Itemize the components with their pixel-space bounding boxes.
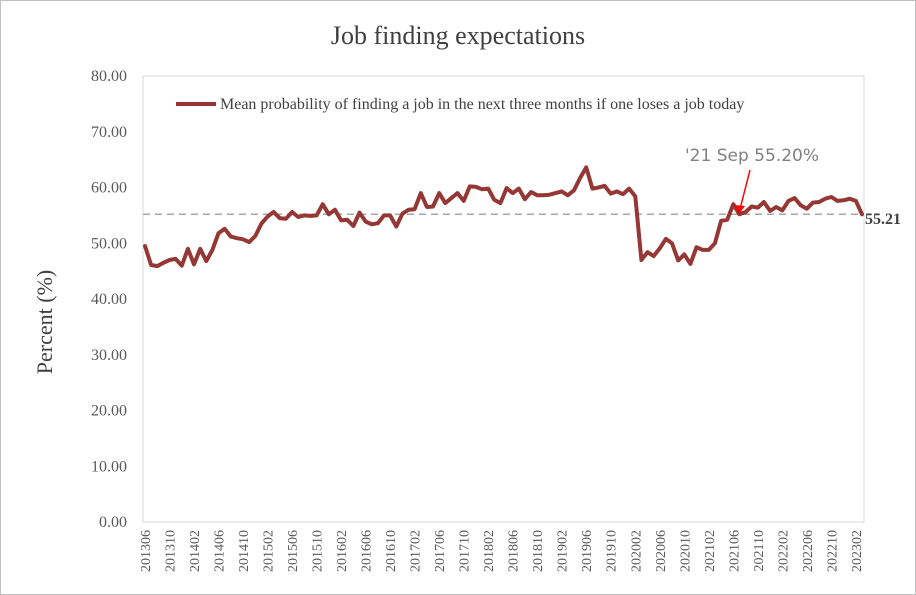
y-tick-label: 30.00: [91, 347, 127, 364]
x-tick-label: 201610: [384, 530, 399, 572]
x-tick-label: 201402: [188, 530, 203, 572]
y-tick-label: 80.00: [91, 68, 127, 85]
annotation-text: '21 Sep 55.20%: [685, 146, 819, 166]
x-tick-label: 201906: [580, 530, 595, 572]
x-tick-label: 201506: [286, 530, 301, 572]
x-tick-label: 201806: [507, 530, 522, 572]
x-tick-label: 202106: [727, 530, 742, 572]
x-tick-label: 201310: [164, 530, 179, 572]
x-tick-label: 201910: [605, 530, 620, 572]
x-tick-label: 201706: [433, 530, 448, 572]
y-tick-label: 0.00: [99, 514, 127, 531]
y-tick-label: 70.00: [91, 124, 127, 141]
x-tick-label: 202302: [850, 530, 865, 572]
x-tick-label: 202202: [776, 530, 791, 572]
x-tick-label: 202110: [752, 530, 767, 571]
x-tick-label: 201510: [311, 530, 326, 572]
x-tick-label: 201602: [335, 530, 350, 572]
annotation-arrow: [739, 169, 751, 210]
x-tick-label: 201702: [409, 530, 424, 572]
y-tick-labels: 0.00 10.00 20.00 30.00 40.00 50.00 60.00 70.00 8…: [91, 68, 127, 531]
x-tick-label: 202210: [825, 530, 840, 572]
x-tick-label: 202102: [703, 530, 718, 572]
x-tick-label: 202006: [654, 530, 669, 572]
y-axis-label: Percent (%): [32, 270, 57, 374]
x-tick-label: 202010: [678, 530, 693, 572]
chart-title: Job finding expectations: [331, 21, 585, 50]
x-tick-label: 201410: [237, 530, 252, 572]
plot-area: [142, 75, 865, 523]
x-tick-label: 201710: [458, 530, 473, 572]
y-tick-label: 50.00: [91, 235, 127, 252]
y-tick-label: 60.00: [91, 180, 127, 197]
y-tick-label: 10.00: [91, 458, 127, 475]
x-tick-label: 201502: [262, 530, 277, 572]
x-tick-label: 202206: [801, 530, 816, 572]
x-tick-label: 201406: [213, 530, 228, 572]
legend-label: Mean probability of finding a job in the…: [220, 96, 744, 113]
series-line: [143, 165, 864, 269]
annotation-arrowhead: [734, 205, 745, 214]
reference-line-label: 55.21: [865, 211, 901, 228]
y-tick-label: 20.00: [91, 403, 127, 420]
x-tick-label: 201810: [531, 530, 546, 572]
x-tick-label: 201802: [482, 530, 497, 572]
x-tick-labels: 201306 201310 201402 201406 201410 201502 2015…: [139, 530, 865, 572]
x-tick-label: 201606: [360, 530, 375, 572]
x-tick-label: 201306: [139, 530, 154, 572]
y-tick-label: 40.00: [91, 291, 127, 308]
x-tick-label: 201902: [556, 530, 571, 572]
x-tick-label: 202002: [629, 530, 644, 572]
legend: Mean probability of finding a job in the…: [176, 96, 744, 113]
